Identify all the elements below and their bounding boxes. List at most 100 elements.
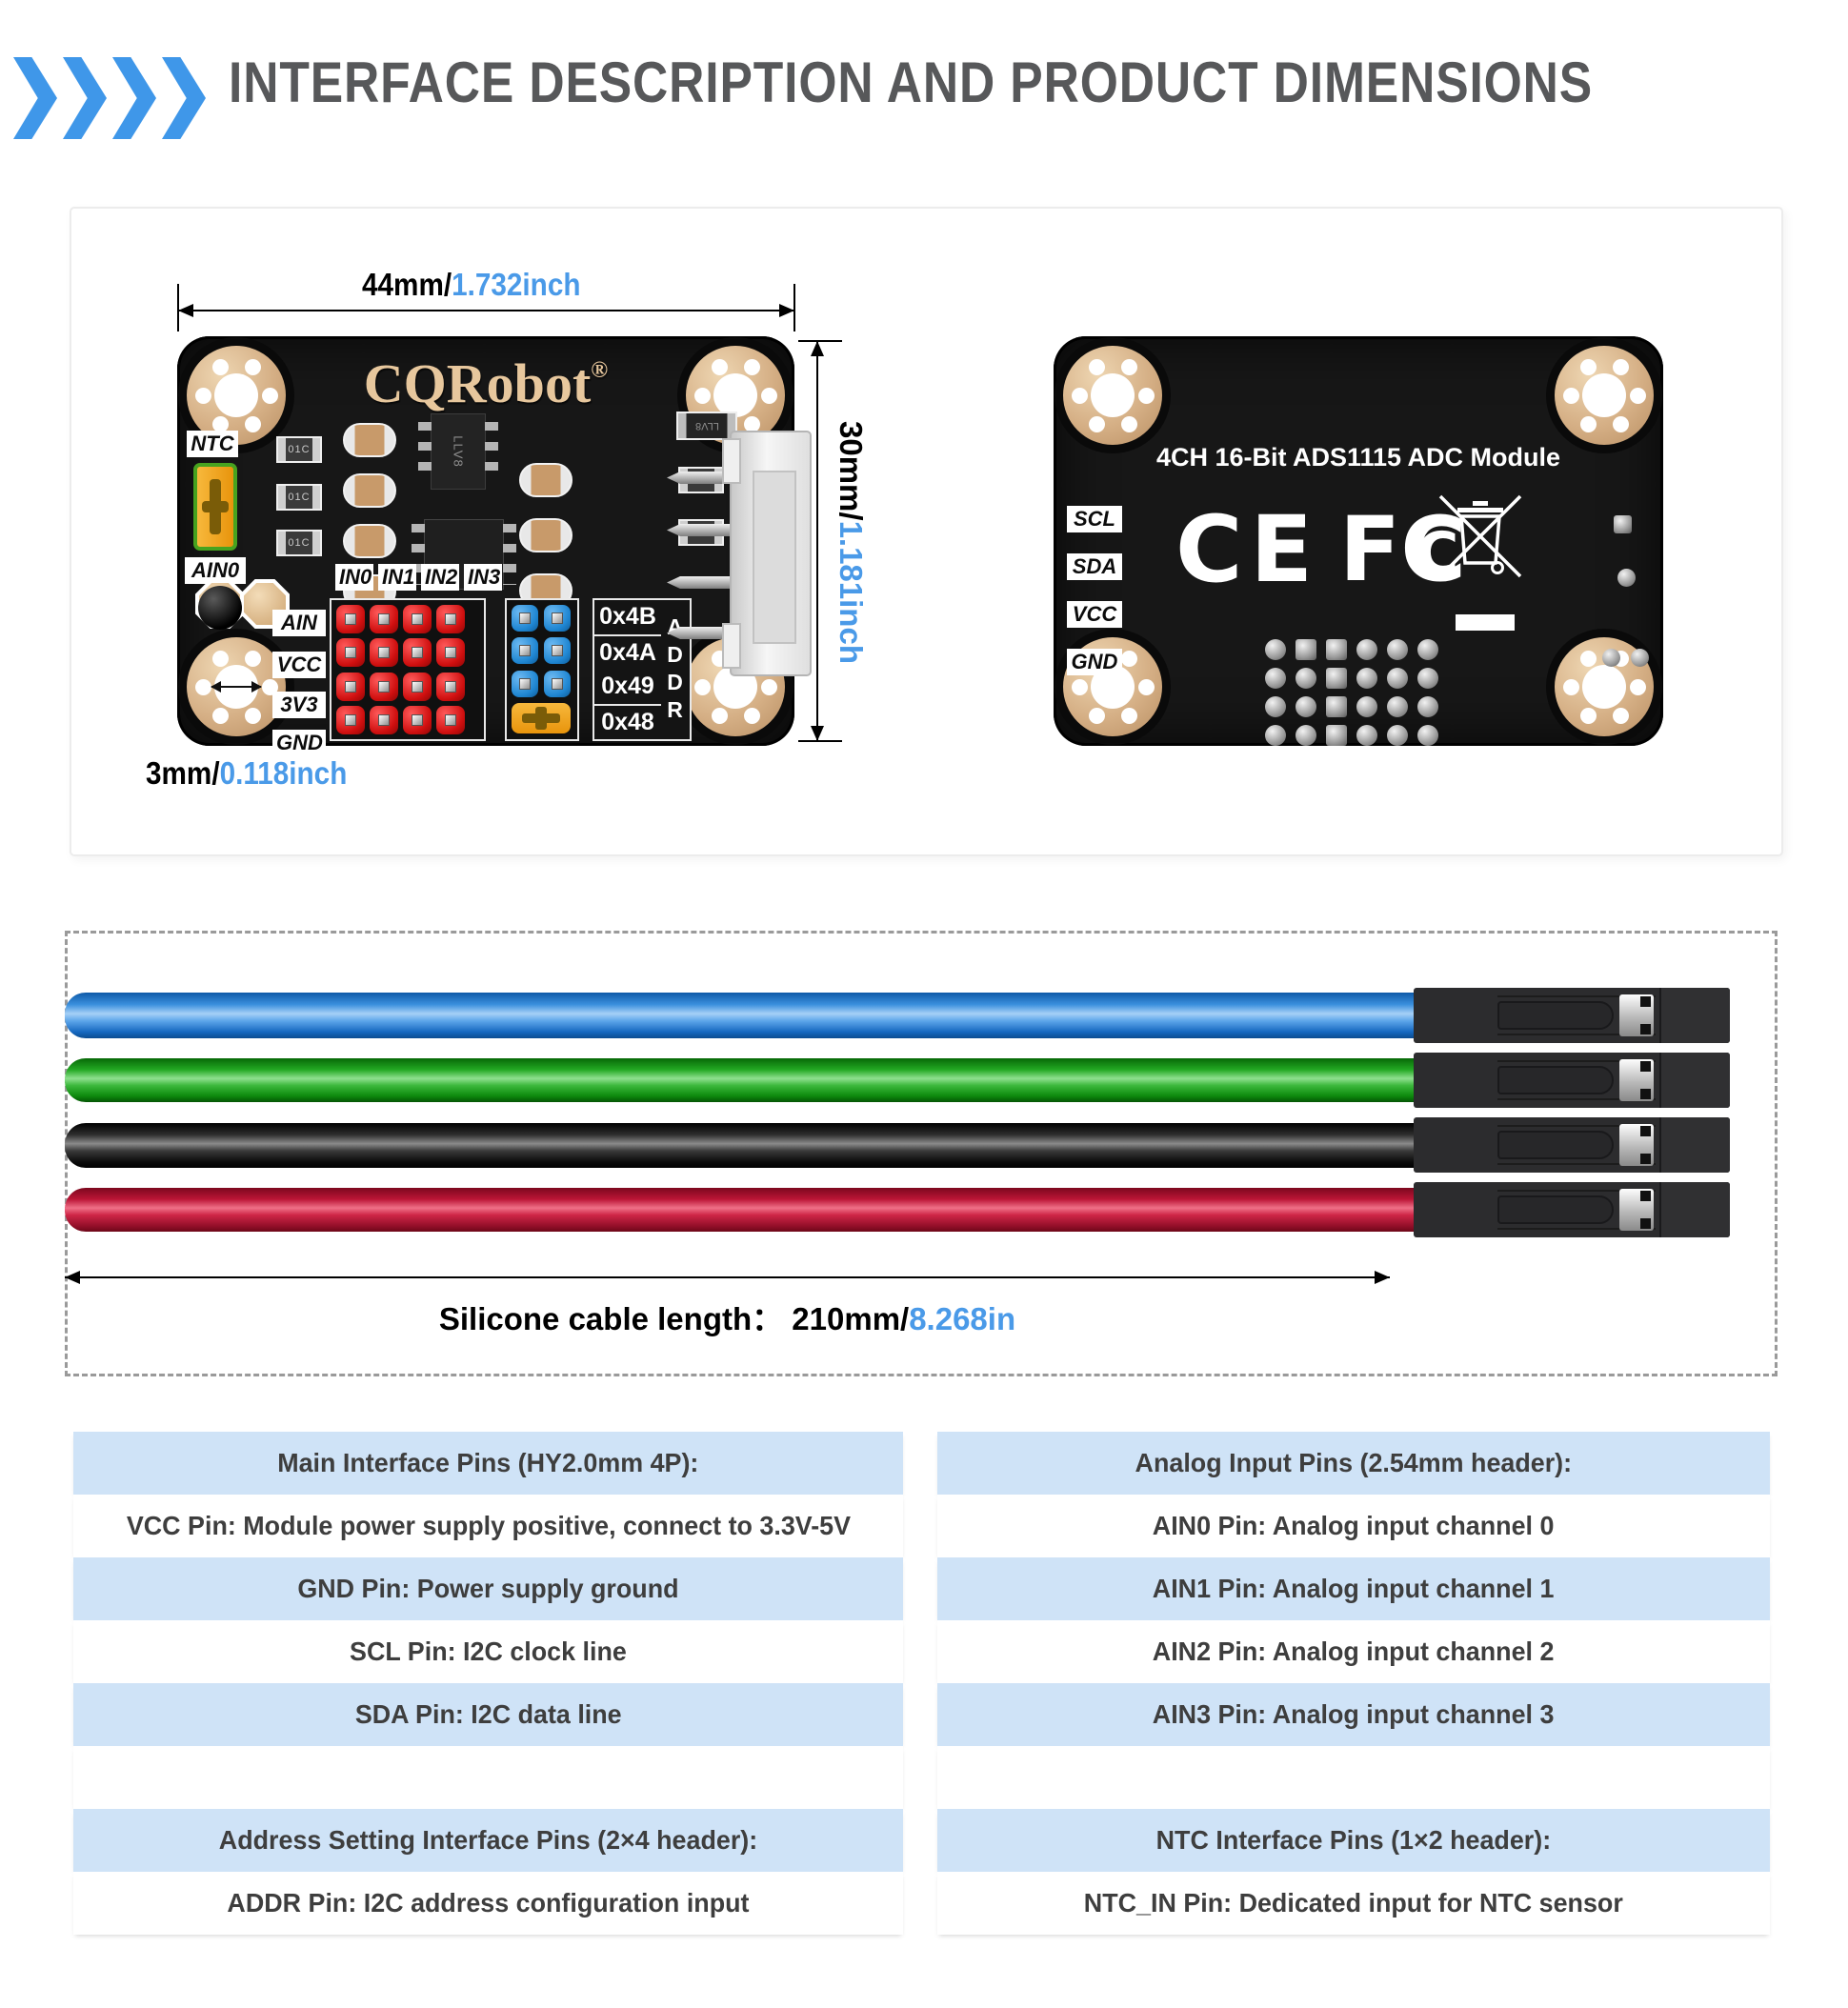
- sot23-regulator: LLV8: [418, 413, 498, 490]
- vcc-label: VCC: [1067, 601, 1122, 628]
- table-row: AIN3 Pin: Analog input channel 3: [937, 1683, 1770, 1746]
- table-row: AIN2 Pin: Analog input channel 2: [937, 1620, 1770, 1683]
- chevron-icon: [162, 57, 206, 139]
- connector-pin: [667, 472, 730, 484]
- module-title: 4CH 16-Bit ADS1115 ADC Module: [1155, 443, 1561, 472]
- dupont-connector: [1414, 988, 1730, 1043]
- dimension-tick: [793, 284, 795, 331]
- pcb-back-view: 4CH 16-Bit ADS1115 ADC Module SCL SDA VC…: [1054, 336, 1663, 746]
- smd-diode: LLV8: [676, 412, 737, 440]
- smd-capacitor: [519, 463, 572, 497]
- ain-row-label: AIN: [272, 610, 326, 636]
- vcc-row-label: VCC: [272, 652, 326, 678]
- fcc-mark: FCC: [1339, 498, 1467, 602]
- table-row: Main Interface Pins (HY2.0mm 4P):: [73, 1432, 903, 1495]
- in1-label: IN1: [378, 564, 416, 591]
- dupont-connector: [1414, 1182, 1730, 1237]
- dimension-tick: [798, 740, 842, 742]
- width-dimension-line: [178, 304, 794, 317]
- addr-value: 0x49: [594, 670, 661, 706]
- table-row: AIN1 Pin: Analog input channel 1: [937, 1557, 1770, 1620]
- solder-pad: [1617, 569, 1636, 587]
- mounting-hole: [1546, 337, 1662, 453]
- width-dimension-label: 44mm/1.732inch: [362, 267, 581, 302]
- height-dimension-label: 30mm/1.181inch: [834, 421, 869, 664]
- table-row: Analog Input Pins (2.54mm header):: [937, 1432, 1770, 1495]
- hy2-main-connector: [722, 431, 812, 676]
- table-row: NTC_IN Pin: Dedicated input for NTC sens…: [937, 1872, 1770, 1935]
- ntc-jumper: [193, 463, 237, 551]
- table-row: AIN0 Pin: Analog input channel 0: [937, 1495, 1770, 1557]
- smd-capacitor: [343, 473, 396, 508]
- 3v3-row-label: 3V3: [272, 692, 326, 718]
- brand-logo: CQRobot®: [363, 352, 609, 414]
- mounting-hole: [178, 629, 294, 745]
- dimension-tick: [798, 340, 842, 342]
- analog-input-table: Analog Input Pins (2.54mm header): AIN0 …: [937, 1432, 1770, 1935]
- table-row-spacer: [73, 1746, 903, 1809]
- addr-label: ADDR: [662, 614, 688, 725]
- led-dome: [198, 586, 242, 630]
- in3-label: IN3: [464, 564, 502, 591]
- hole-dimension-label: 3mm/0.118inch: [146, 755, 348, 791]
- connector-pin: [667, 627, 730, 639]
- weee-crossed-bin-icon: [1438, 494, 1522, 578]
- chevron-icon: [63, 57, 107, 139]
- cable-blue: [65, 993, 1414, 1038]
- smd-capacitor: [343, 423, 396, 457]
- title-chevrons-icon: [13, 57, 211, 139]
- addr-value: 0x4B: [594, 600, 661, 636]
- table-row: VCC Pin: Module power supply positive, c…: [73, 1495, 903, 1557]
- solder-pad: [1614, 515, 1632, 533]
- page-title: INTERFACE DESCRIPTION AND PRODUCT DIMENS…: [229, 50, 1594, 114]
- table-row: ADDR Pin: I2C address configuration inpu…: [73, 1872, 903, 1935]
- address-jumper: [512, 702, 571, 733]
- connector-tab: [722, 438, 741, 484]
- connector-pin: [667, 524, 730, 536]
- address-value-table: 0x4B 0x4A 0x49 0x48 ADDR: [593, 598, 692, 741]
- cable-black: [65, 1123, 1414, 1168]
- smd-capacitor: [343, 524, 396, 558]
- scl-label: SCL: [1067, 506, 1122, 532]
- addr-value: 0x4A: [599, 638, 656, 666]
- sda-label: SDA: [1067, 553, 1122, 580]
- cable-length-label: Silicone cable length： 210mm/8.268in: [438, 1301, 1016, 1336]
- chevron-icon: [112, 57, 156, 139]
- table-row: NTC Interface Pins (1×2 header):: [937, 1809, 1770, 1872]
- dimension-tick: [177, 284, 179, 331]
- pcb-front-view: CQRobot® NTC AIN0 01C 01C 01C LLV8 LLV8 …: [177, 336, 812, 756]
- mounting-hole: [1055, 337, 1171, 453]
- in0-label: IN0: [335, 564, 373, 591]
- table-row: SDA Pin: I2C data line: [73, 1683, 903, 1746]
- table-row: GND Pin: Power supply ground: [73, 1557, 903, 1620]
- dupont-connector: [1414, 1053, 1730, 1108]
- address-header: [505, 598, 579, 741]
- silkscreen-bar: [1456, 614, 1515, 631]
- table-row-spacer: [937, 1746, 1770, 1809]
- cable-length-dimension-line: [65, 1271, 1390, 1284]
- solder-pad: [1631, 649, 1649, 667]
- connector-pin: [667, 576, 730, 589]
- smd-capacitor: [519, 518, 572, 552]
- height-dimension-line: [811, 341, 824, 741]
- main-interface-table: Main Interface Pins (HY2.0mm 4P): VCC Pi…: [73, 1432, 903, 1935]
- ce-mark: CE: [1175, 496, 1321, 603]
- smd-resistor: 01C: [276, 484, 322, 511]
- smd-resistor: 01C: [276, 530, 322, 556]
- gnd-label: GND: [1067, 649, 1122, 675]
- analog-input-header: [330, 598, 486, 741]
- hole-diameter-arrow-icon: [211, 681, 262, 693]
- table-row: SCL Pin: I2C clock line: [73, 1620, 903, 1683]
- gnd-row-label: GND: [272, 730, 326, 756]
- in2-label: IN2: [421, 564, 459, 591]
- table-row: Address Setting Interface Pins (2×4 head…: [73, 1809, 903, 1872]
- smd-resistor: 01C: [276, 436, 322, 463]
- solder-pad-grid: [1265, 639, 1438, 746]
- addr-value: 0x48: [601, 708, 654, 735]
- cable-red: [65, 1188, 1414, 1232]
- cable-green: [65, 1058, 1414, 1102]
- dupont-connector: [1414, 1117, 1730, 1173]
- chevron-icon: [13, 57, 57, 139]
- connector-tab: [722, 623, 741, 669]
